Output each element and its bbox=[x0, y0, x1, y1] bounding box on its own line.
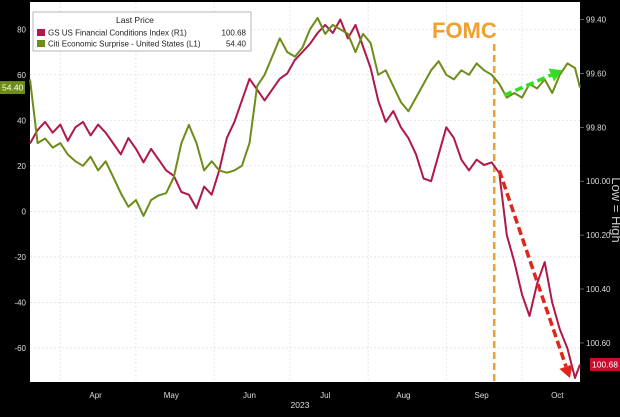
y-right-tick-label: 99.80 bbox=[586, 123, 607, 132]
legend-swatch-citi bbox=[37, 40, 45, 47]
series-layer bbox=[29, 16, 581, 379]
grid bbox=[30, 2, 580, 382]
x-tick-label: Sep bbox=[474, 391, 489, 400]
badge-right-value: 100.68 bbox=[592, 359, 618, 369]
legend: Last Price GS US Financial Conditions In… bbox=[32, 11, 252, 52]
badge-left: 54.40 bbox=[0, 81, 25, 95]
red-trend-arrow-shaft bbox=[497, 169, 568, 368]
green-trend-arrow-head bbox=[548, 68, 563, 82]
x-year-label: 2023 bbox=[291, 400, 310, 410]
plot-area bbox=[30, 2, 580, 382]
y-left-tick-label: 80 bbox=[17, 25, 26, 34]
legend-title: Last Price bbox=[116, 15, 154, 25]
y-left-tick-label: 20 bbox=[17, 162, 26, 171]
annotation-layer-front bbox=[497, 68, 573, 378]
inverted-axis-note: Low = High bbox=[609, 177, 620, 242]
legend-swatch-gs bbox=[37, 29, 45, 36]
y-right-tick-label: 100.00 bbox=[586, 177, 611, 186]
red-trend-arrow-head bbox=[559, 364, 573, 378]
legend-value-citi: 54.40 bbox=[226, 40, 247, 49]
badge-right-bg bbox=[590, 357, 620, 371]
legend-box bbox=[32, 11, 252, 52]
y-right-tick-label: 100.20 bbox=[586, 231, 611, 240]
badge-left-value: 54.40 bbox=[2, 83, 24, 93]
y-left-tick-label: -20 bbox=[14, 253, 26, 262]
badge-left-bg bbox=[0, 81, 25, 95]
y-right-tick-label: 100.40 bbox=[586, 285, 611, 294]
y-left-tick-label: 60 bbox=[17, 71, 26, 80]
legend-label-citi: Citi Economic Surprise - United States (… bbox=[48, 40, 201, 49]
y-left-tick-label: 0 bbox=[22, 207, 27, 216]
axis-layer: 80 60 40 20 0 -20 -40 -60 99.40 99.60 99.80 100.00 1… bbox=[14, 16, 611, 400]
y-right-tick-label: 99.60 bbox=[586, 69, 607, 78]
x-tick-label: May bbox=[164, 391, 179, 400]
y-right-tick-label: 100.60 bbox=[586, 339, 611, 348]
x-tick-label: Aug bbox=[396, 391, 410, 400]
x-tick-label: Jul bbox=[320, 391, 330, 400]
fomc-label: FOMC bbox=[432, 18, 497, 43]
x-tick-label: Oct bbox=[551, 391, 564, 400]
green-trend-arrow-shaft bbox=[503, 73, 553, 97]
series-line-citi-surprise bbox=[29, 16, 581, 217]
series-line-gs-fci bbox=[29, 18, 581, 379]
badge-right: 100.68 bbox=[590, 357, 620, 371]
legend-label-gs: GS US Financial Conditions Index (R1) bbox=[48, 29, 187, 38]
legend-value-gs: 100.68 bbox=[222, 29, 247, 38]
y-left-tick-label: -40 bbox=[14, 298, 26, 307]
y-left-tick-label: 40 bbox=[17, 116, 26, 125]
x-tick-label: Jun bbox=[243, 391, 256, 400]
y-left-tick-label: -60 bbox=[14, 344, 26, 353]
x-tick-label: Apr bbox=[89, 391, 102, 400]
y-right-tick-label: 99.40 bbox=[586, 16, 607, 25]
